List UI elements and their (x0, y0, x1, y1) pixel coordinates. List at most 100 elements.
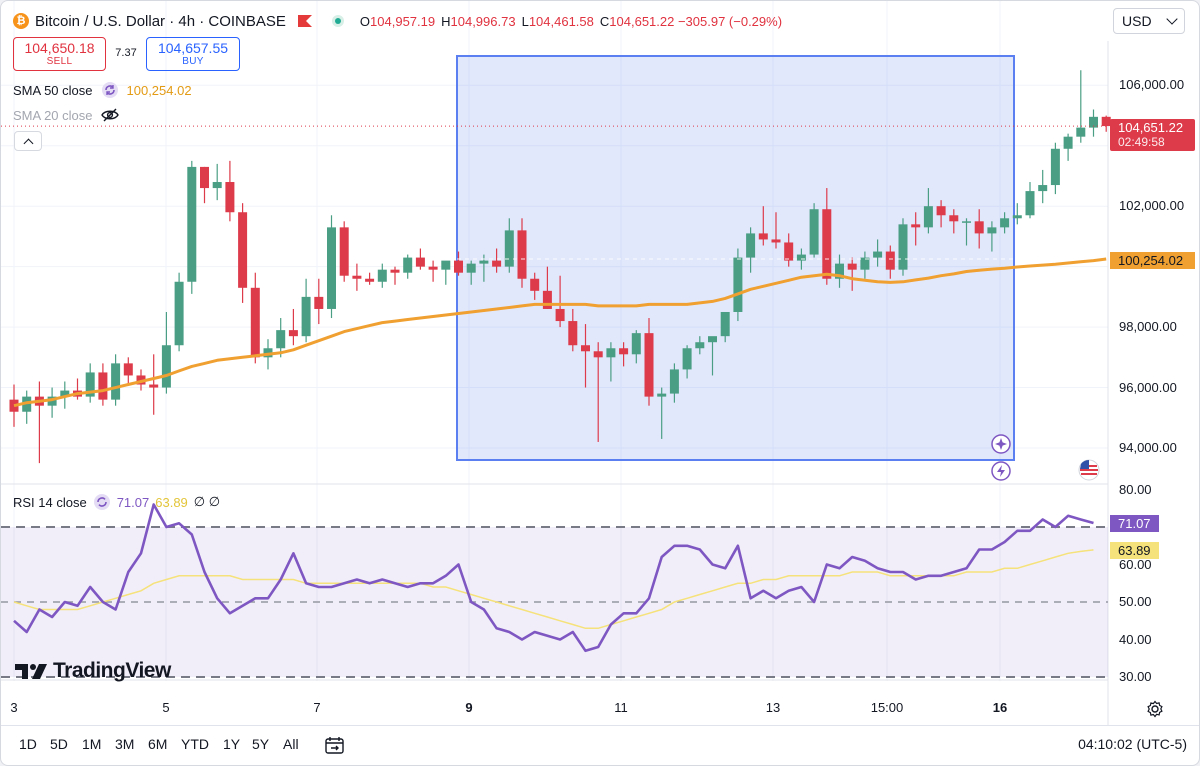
sma50-label: SMA 50 close (13, 82, 93, 98)
chevron-up-icon (23, 138, 33, 148)
candle (250, 272, 260, 364)
candle (644, 318, 654, 406)
symbol-legend: ₿ Bitcoin / U.S. Dollar · 4h · COINBASE … (13, 11, 788, 31)
candle-body (1089, 116, 1098, 128)
range-button-1d[interactable]: 1D (19, 736, 37, 752)
candle (771, 212, 781, 249)
candle (415, 248, 425, 270)
sma50-value: 100,254.02 (126, 82, 192, 98)
candle-body (47, 396, 57, 406)
ohlc-key: H (441, 13, 451, 29)
candle-body (581, 345, 590, 352)
candle (593, 342, 603, 442)
lightning-icon[interactable] (991, 461, 1011, 481)
chart-canvas[interactable] (1, 1, 1199, 725)
candle (517, 218, 527, 288)
range-button-5d[interactable]: 5D (50, 736, 68, 752)
candle-body (974, 221, 984, 234)
spread-value: 7.37 (115, 47, 137, 59)
range-button-1m[interactable]: 1M (82, 736, 102, 752)
range-button-all[interactable]: All (283, 736, 299, 752)
rsi-tick: 60.00 (1119, 556, 1152, 572)
candle (746, 227, 756, 273)
range-button-6m[interactable]: 6M (148, 736, 168, 752)
ohlc-key: C (599, 13, 610, 29)
rsi-tick: 80.00 (1119, 481, 1152, 497)
candle (34, 381, 44, 464)
sma50-polyline (13, 257, 1107, 408)
settings-gear-icon[interactable] (1146, 700, 1164, 718)
candle (1076, 70, 1086, 143)
candle-body (733, 257, 743, 312)
candle-body (212, 182, 222, 189)
range-button-ytd[interactable]: YTD (181, 736, 209, 752)
ohlc-h: H104,996.73 (441, 14, 515, 29)
candle-body (492, 260, 502, 267)
us-flag-icon[interactable] (1078, 459, 1100, 481)
candle (606, 342, 616, 382)
refresh-icon[interactable] (101, 81, 119, 99)
rsi-ma-value: 63.89 (155, 494, 188, 510)
ohlc-key: O (359, 13, 371, 29)
candle-body (885, 251, 895, 270)
price-tick: 96,000.00 (1119, 379, 1177, 395)
price-tick: 94,000.00 (1119, 440, 1177, 455)
time-tick: 11 (614, 700, 628, 715)
ohlc-c: C104,651.22 −305.97 (−0.29%) (600, 14, 782, 29)
candle (149, 354, 159, 415)
sell-button[interactable]: 104,650.18 SELL (13, 37, 106, 71)
candle (568, 308, 578, 352)
candle (73, 378, 82, 400)
range-button-5y[interactable]: 5Y (252, 736, 270, 752)
candle-body (517, 230, 527, 279)
candle-body (962, 221, 971, 223)
candle-body (1000, 218, 1010, 228)
candle (784, 233, 794, 267)
candle-body (1012, 215, 1022, 219)
range-button-3m[interactable]: 3M (115, 736, 135, 752)
clock-timezone[interactable]: 04:10:02 (UTC-5) (1078, 736, 1187, 752)
rsi-legend[interactable]: RSI 14 close 71.07 63.89 ∅ ∅ (13, 492, 220, 512)
ohlc-values: O104,957.19 H104,996.73 L104,461.58 C104,65… (360, 13, 788, 30)
candle (403, 254, 413, 279)
collapse-legend-button[interactable] (14, 131, 42, 151)
flag-icon[interactable] (297, 15, 312, 27)
candle (377, 263, 387, 288)
candle (542, 266, 552, 309)
refresh-icon[interactable] (93, 493, 111, 511)
candle-body (428, 266, 438, 270)
candle (111, 354, 121, 406)
candle-body (568, 321, 578, 346)
currency-value: USD (1122, 13, 1152, 29)
candle (708, 336, 717, 376)
time-tick: 5 (162, 700, 170, 715)
candle (619, 342, 629, 367)
currency-select[interactable]: USD (1113, 8, 1185, 34)
candle-body (301, 296, 311, 337)
candle (847, 257, 857, 291)
candle (555, 275, 565, 328)
sma20-legend[interactable]: SMA 20 close (13, 105, 119, 125)
candle (873, 239, 883, 267)
buy-button[interactable]: 104,657.55 BUY (146, 37, 240, 71)
tradingview-logo[interactable]: TradingView (15, 659, 171, 683)
candle (1089, 109, 1098, 137)
candle-body (377, 269, 387, 282)
range-button-1y[interactable]: 1Y (223, 736, 241, 752)
candle (949, 209, 959, 234)
eye-hidden-icon[interactable] (100, 107, 119, 123)
sma50-legend[interactable]: SMA 50 close 100,254.02 (13, 80, 192, 100)
symbol-title[interactable]: Bitcoin / U.S. Dollar · 4h · COINBASE (35, 12, 286, 30)
candle (1050, 142, 1060, 195)
candle (504, 218, 514, 273)
sparkle-icon[interactable] (991, 434, 1011, 454)
time-tick: 13 (765, 700, 781, 715)
candle (530, 272, 540, 300)
candle (581, 324, 590, 388)
ohlc-l: L104,461.58 (522, 14, 594, 29)
rsi-polyline (13, 503, 1094, 653)
chevron-down-icon (1166, 13, 1178, 25)
candle (695, 336, 705, 355)
date-range-icon[interactable] (324, 735, 346, 755)
time-tick: 9 (465, 700, 473, 715)
